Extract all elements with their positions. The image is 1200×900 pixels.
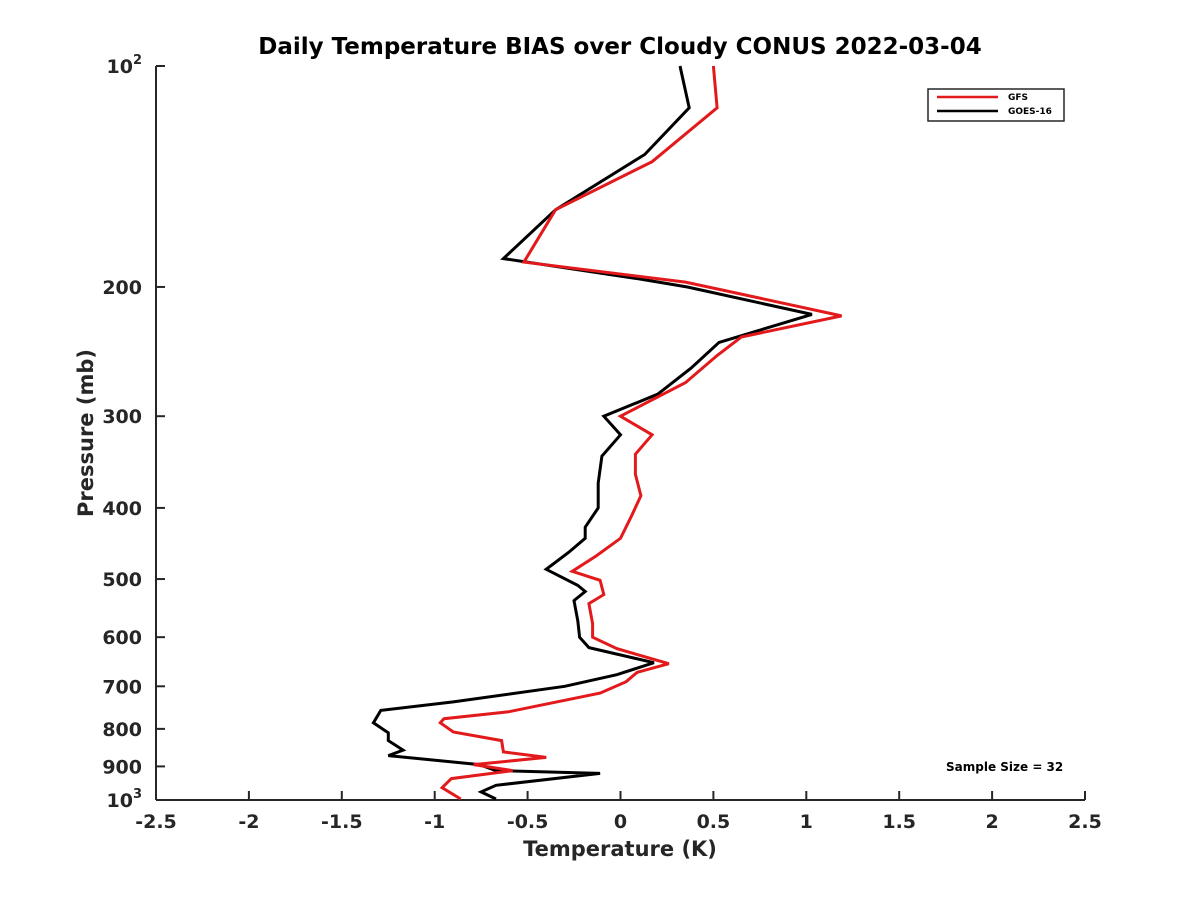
y-tick-label: 400 [102, 498, 142, 520]
y-tick-label: 700 [102, 676, 142, 698]
series-layer [371, 65, 842, 801]
x-tick-label: 0 [614, 811, 627, 833]
y-axis-label: Pressure (mb) [74, 349, 98, 517]
legend-label-gfs: GFS [1008, 93, 1028, 103]
x-tick-label: -1.5 [321, 811, 363, 833]
y-tick-label: 800 [102, 719, 142, 741]
x-tick-label: 2.5 [1068, 811, 1102, 833]
y-tick-label: 500 [102, 569, 142, 591]
series-line-goes16 [371, 65, 813, 801]
x-tick-label: -1 [424, 811, 445, 833]
y-tick-label: 600 [102, 627, 142, 649]
y-tick-label: 300 [102, 406, 142, 428]
legend-label-goes16: GOES-16 [1008, 107, 1052, 117]
x-tick-label: -2.5 [135, 811, 177, 833]
x-tick-label: 1 [800, 811, 813, 833]
legend-box [927, 88, 1065, 122]
x-tick-label: 2 [985, 811, 998, 833]
sample-size-annotation: Sample Size = 32 [946, 760, 1063, 774]
x-axis-label: Temperature (K) [523, 837, 717, 861]
y-tick-label: 103 [107, 787, 143, 812]
x-tick-label: -0.5 [507, 811, 549, 833]
series-line-gfs [438, 65, 842, 801]
x-tick-label: 1.5 [882, 811, 916, 833]
y-tick-label: 200 [102, 277, 142, 299]
x-tick-label: 0.5 [697, 811, 731, 833]
legend: GFS GOES-16 [927, 88, 1065, 122]
y-ticks: 102 200 300 400 500 600 700 800 900 103 [102, 53, 165, 812]
chart-title: Daily Temperature BIAS over Cloudy CONUS… [258, 34, 981, 60]
x-tick-label: -2 [238, 811, 259, 833]
y-tick-label: 900 [102, 756, 142, 778]
y-tick-label: 102 [107, 53, 143, 78]
x-ticks: -2.5 -2 -1.5 -1 -0.5 0 0.5 1 1.5 2 2.5 [135, 791, 1102, 833]
